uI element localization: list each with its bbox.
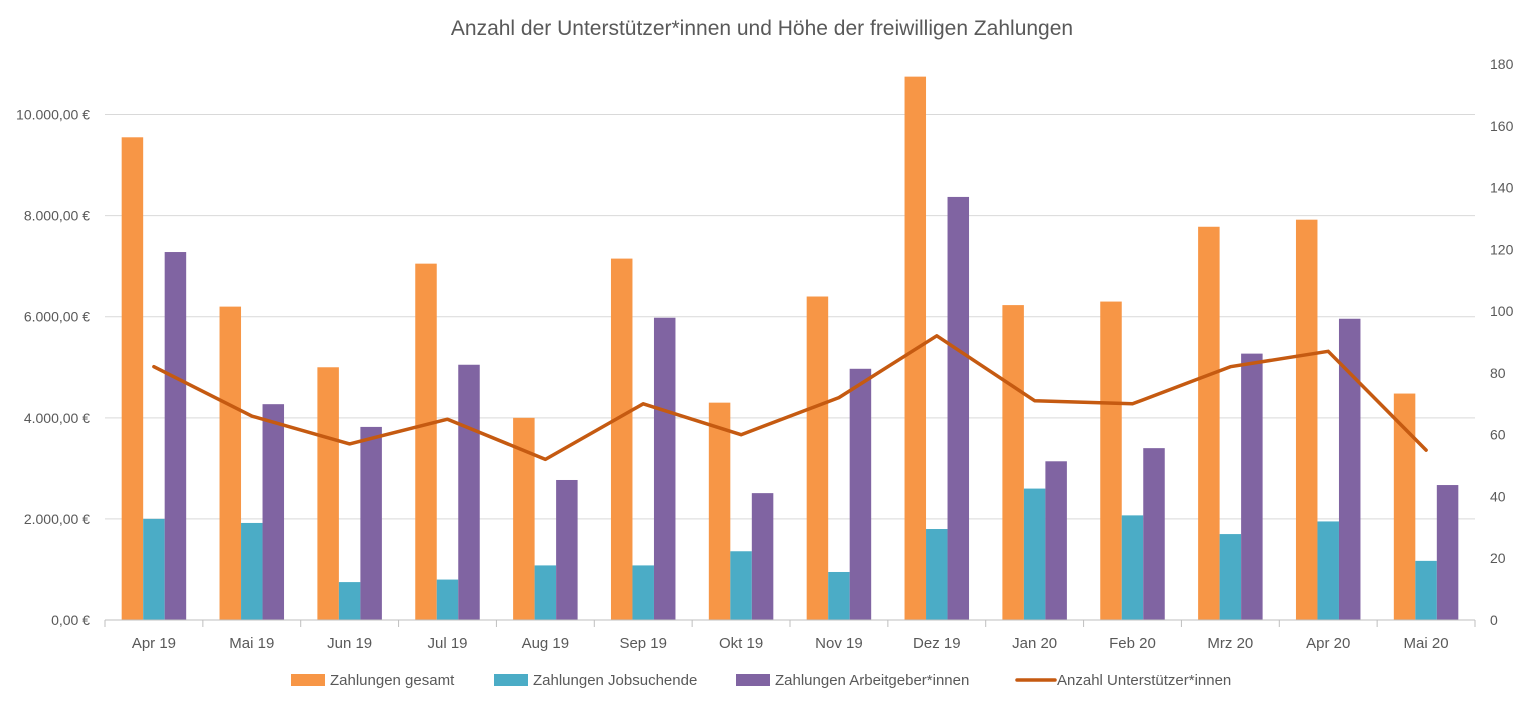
- x-tick-label: Sep 19: [619, 635, 667, 652]
- bar-zahlungen-arbeitgeberinnen: [1143, 448, 1165, 620]
- bar-zahlungen-arbeitgeberinnen: [654, 318, 676, 620]
- bar-zahlungen-jobsuchende: [535, 565, 557, 620]
- bar-zahlungen-arbeitgeberinnen: [948, 197, 970, 620]
- y-right-tick-label: 140: [1490, 180, 1514, 196]
- bar-zahlungen-arbeitgeberinnen: [1437, 485, 1459, 620]
- x-tick-label: Apr 19: [132, 635, 176, 652]
- x-tick-label: Feb 20: [1109, 635, 1156, 652]
- bar-zahlungen-gesamt: [317, 367, 339, 620]
- x-tick-label: Okt 19: [719, 635, 763, 652]
- y-right-tick-label: 60: [1490, 427, 1506, 443]
- bar-zahlungen-jobsuchende: [730, 551, 752, 620]
- line-layer: [154, 336, 1426, 460]
- bar-zahlungen-gesamt: [1002, 305, 1024, 620]
- x-tick-label: Dez 19: [913, 635, 961, 652]
- y-right-tick-label: 20: [1490, 550, 1506, 566]
- bar-zahlungen-jobsuchende: [1415, 561, 1437, 620]
- y-right-tick-label: 180: [1490, 56, 1514, 72]
- bar-zahlungen-arbeitgeberinnen: [850, 369, 872, 620]
- grid-layer: [105, 115, 1475, 519]
- legend-item-zahlungen-arbeitgeberinnen: Zahlungen Arbeitgeber*innen: [736, 672, 969, 689]
- bar-zahlungen-jobsuchende: [828, 572, 850, 620]
- bar-zahlungen-jobsuchende: [1024, 489, 1045, 620]
- legend-item-zahlungen-gesamt: Zahlungen gesamt: [291, 672, 455, 689]
- line-anzahl-unterstützerinnen: [154, 336, 1426, 460]
- x-tick-label: Nov 19: [815, 635, 863, 652]
- legend-swatch: [291, 674, 325, 686]
- legend-swatch: [736, 674, 770, 686]
- bar-zahlungen-jobsuchende: [437, 580, 459, 620]
- legend-label: Zahlungen Arbeitgeber*innen: [775, 672, 969, 689]
- chart-title: Anzahl der Unterstützer*innen und Höhe d…: [451, 17, 1073, 40]
- y-left-tick-label: 6.000,00 €: [24, 309, 90, 325]
- y-right-tick-label: 160: [1490, 118, 1514, 134]
- bar-zahlungen-arbeitgeberinnen: [1241, 354, 1263, 620]
- y-right-tick-label: 80: [1490, 365, 1506, 381]
- y-left-tick-label: 4.000,00 €: [24, 410, 90, 426]
- y-left-tick-label: 2.000,00 €: [24, 511, 90, 527]
- bar-zahlungen-jobsuchende: [339, 582, 361, 620]
- x-tick-label: Mai 19: [229, 635, 274, 652]
- bar-zahlungen-jobsuchende: [632, 565, 654, 620]
- bar-zahlungen-jobsuchende: [143, 519, 165, 620]
- legend-item-zahlungen-jobsuchende: Zahlungen Jobsuchende: [494, 672, 697, 689]
- y-right-tick-label: 0: [1490, 612, 1498, 628]
- bar-zahlungen-jobsuchende: [1220, 534, 1242, 620]
- y-left-tick-label: 0,00 €: [51, 612, 90, 628]
- bar-zahlungen-gesamt: [611, 259, 633, 620]
- y-left-tick-label: 10.000,00 €: [16, 107, 90, 123]
- legend-label: Anzahl Unterstützer*innen: [1057, 672, 1231, 689]
- legend-swatch: [494, 674, 528, 686]
- legend-label: Zahlungen Jobsuchende: [533, 672, 697, 689]
- y-left-tick-label: 8.000,00 €: [24, 208, 90, 224]
- bar-zahlungen-gesamt: [1198, 227, 1220, 620]
- legend-label: Zahlungen gesamt: [330, 672, 455, 689]
- bar-zahlungen-gesamt: [807, 297, 829, 620]
- x-tick-label: Mai 20: [1404, 635, 1449, 652]
- x-tick-label: Mrz 20: [1207, 635, 1253, 652]
- bar-zahlungen-arbeitgeberinnen: [360, 427, 382, 620]
- x-tick-label: Aug 19: [522, 635, 570, 652]
- y-right-tick-label: 40: [1490, 488, 1506, 504]
- bar-zahlungen-gesamt: [122, 137, 144, 620]
- y-right-tick-label: 100: [1490, 303, 1514, 319]
- bar-zahlungen-jobsuchende: [1317, 521, 1339, 620]
- bar-zahlungen-gesamt: [220, 307, 242, 620]
- bar-zahlungen-gesamt: [415, 264, 437, 620]
- bar-zahlungen-arbeitgeberinnen: [1045, 461, 1067, 620]
- bar-zahlungen-arbeitgeberinnen: [458, 365, 480, 620]
- y-right-tick-label: 120: [1490, 241, 1514, 257]
- bar-zahlungen-arbeitgeberinnen: [752, 493, 774, 620]
- bar-zahlungen-arbeitgeberinnen: [263, 404, 285, 620]
- legend-item-anzahl-unterstützerinnen: Anzahl Unterstützer*innen: [1017, 672, 1231, 689]
- x-tick-label: Jan 20: [1012, 635, 1057, 652]
- bar-zahlungen-gesamt: [709, 403, 731, 620]
- bar-zahlungen-arbeitgeberinnen: [556, 480, 578, 620]
- bar-zahlungen-gesamt: [1296, 220, 1318, 620]
- x-tick-label: Apr 20: [1306, 635, 1350, 652]
- bar-zahlungen-gesamt: [1100, 302, 1122, 620]
- legend-layer: Zahlungen gesamt Zahlungen Jobsuchende Zah…: [291, 672, 1231, 689]
- bar-zahlungen-jobsuchende: [1122, 515, 1144, 620]
- x-tick-label: Jul 19: [427, 635, 467, 652]
- bars-layer: [122, 77, 1459, 620]
- x-tick-label: Jun 19: [327, 635, 372, 652]
- bar-zahlungen-arbeitgeberinnen: [165, 252, 187, 620]
- bar-zahlungen-jobsuchende: [241, 523, 262, 620]
- bar-zahlungen-jobsuchende: [926, 529, 948, 620]
